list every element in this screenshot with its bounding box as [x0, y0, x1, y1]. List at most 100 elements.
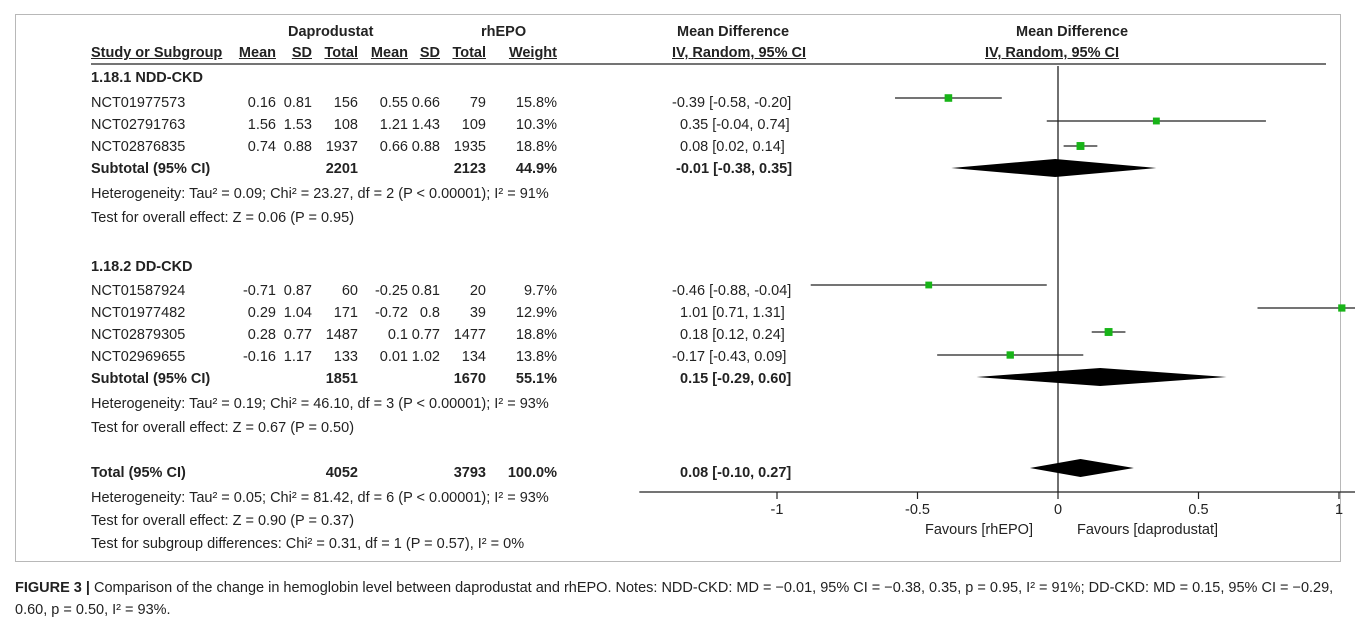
favours-daprodustat-label: Favours [daprodustat]	[1077, 522, 1219, 538]
study-name: NCT01587924	[91, 283, 186, 299]
md-ci: 0.08 [0.02, 0.14]	[680, 139, 785, 155]
subgroup-differences-text: Test for subgroup differences: Chi² = 0.…	[91, 536, 525, 552]
header-rhepo: rhEPO	[481, 24, 527, 40]
study-marker	[1006, 351, 1014, 359]
subtotal-epo-total: 2123	[453, 161, 486, 177]
weight: 18.8%	[515, 327, 557, 343]
total-overall-effect-text: Test for overall effect: Z = 0.90 (P = 0…	[91, 513, 355, 529]
dap-sd: 0.81	[283, 95, 312, 111]
subtotal-weight: 44.9%	[515, 161, 557, 177]
summary-diamond	[951, 159, 1157, 177]
md-ci: -0.39 [-0.58, -0.20]	[672, 95, 792, 111]
heterogeneity-text: Heterogeneity: Tau² = 0.19; Chi² = 46.10…	[91, 396, 549, 412]
header-mean-dap: Mean	[238, 45, 276, 61]
figure-frame	[15, 14, 1341, 562]
header-mean-epo: Mean	[370, 45, 408, 61]
study-name: NCT02969655	[91, 349, 186, 365]
dap-total: 133	[333, 349, 358, 365]
epo-total: 79	[469, 95, 486, 111]
header-ci: IV, Random, 95% CI	[672, 45, 807, 61]
header-sd-epo: SD	[419, 45, 440, 61]
study-marker	[1076, 142, 1085, 150]
weight: 12.9%	[515, 305, 557, 321]
summary-diamond	[976, 368, 1227, 386]
study-name: NCT02879305	[91, 327, 186, 343]
header-total-dap: Total	[324, 45, 358, 61]
epo-total: 1935	[453, 139, 486, 155]
dap-total: 1937	[325, 139, 358, 155]
md-ci: 0.35 [-0.04, 0.74]	[680, 117, 790, 133]
epo-mean: 1.21	[379, 117, 408, 133]
favours-rhepo-label: Favours [rhEPO]	[925, 522, 1033, 538]
header-mean-difference: Mean Difference	[677, 24, 790, 40]
study-name: NCT01977482	[91, 305, 186, 321]
epo-sd: 0.81	[411, 283, 440, 299]
subtotal-dap-total: 1851	[325, 371, 358, 387]
epo-total: 109	[461, 117, 486, 133]
dap-mean: -0.71	[242, 283, 276, 299]
dap-sd: 0.77	[283, 327, 312, 343]
total-heterogeneity-text: Heterogeneity: Tau² = 0.05; Chi² = 81.42…	[91, 490, 549, 506]
dap-mean: -0.16	[242, 349, 276, 365]
epo-sd: 0.88	[411, 139, 440, 155]
x-tick-label: -0.5	[905, 502, 930, 518]
dap-total: 156	[333, 95, 358, 111]
forest-plot: -1 -0.5 0 0.5 1	[91, 63, 1355, 518]
dap-sd: 1.04	[283, 305, 312, 321]
subtotal-label: Subtotal (95% CI)	[91, 161, 211, 177]
study-marker	[1152, 117, 1160, 125]
x-tick-label: 0	[1054, 502, 1062, 518]
epo-mean: -0.25	[374, 283, 408, 299]
subtotal-dap-total: 2201	[325, 161, 358, 177]
weight: 10.3%	[515, 117, 557, 133]
dap-sd: 0.88	[283, 139, 312, 155]
weight: 13.8%	[515, 349, 557, 365]
epo-total: 20	[469, 283, 486, 299]
study-marker	[1104, 328, 1113, 336]
subtotal-weight: 55.1%	[515, 371, 557, 387]
epo-sd: 1.02	[411, 349, 440, 365]
figure-caption: FIGURE 3 | Comparison of the change in h…	[15, 577, 1335, 621]
x-tick-label: 0.5	[1188, 502, 1208, 518]
overall-effect-text: Test for overall effect: Z = 0.67 (P = 0…	[91, 420, 355, 436]
md-ci: -0.17 [-0.43, 0.09]	[672, 349, 787, 365]
subtotal-ci: 0.15 [-0.29, 0.60]	[680, 371, 792, 387]
epo-total: 39	[469, 305, 486, 321]
total-ci: 0.08 [-0.10, 0.27]	[680, 465, 792, 481]
header-weight: Weight	[508, 45, 557, 61]
epo-total: 1477	[453, 327, 486, 343]
total-epo-total: 3793	[453, 465, 486, 481]
study-marker	[1338, 304, 1346, 312]
subtotal-label: Subtotal (95% CI)	[91, 371, 211, 387]
dap-sd: 1.17	[283, 349, 312, 365]
epo-sd: 1.43	[411, 117, 440, 133]
epo-sd: 0.66	[411, 95, 440, 111]
epo-mean: 0.55	[379, 95, 408, 111]
header-ci-plot: IV, Random, 95% CI	[985, 45, 1120, 61]
summary-diamond	[1029, 459, 1134, 477]
header-daprodustat: Daprodustat	[288, 24, 374, 40]
study-name: NCT02876835	[91, 139, 186, 155]
dap-mean: 0.29	[247, 305, 276, 321]
study-name: NCT02791763	[91, 117, 186, 133]
md-ci: 0.18 [0.12, 0.24]	[680, 327, 785, 343]
weight: 15.8%	[515, 95, 557, 111]
study-marker	[944, 94, 953, 102]
subtotal-epo-total: 1670	[453, 371, 486, 387]
dap-total: 1487	[325, 327, 358, 343]
dap-mean: 0.16	[247, 95, 276, 111]
header-study: Study or Subgroup	[91, 45, 223, 61]
dap-sd: 1.53	[283, 117, 312, 133]
caption-text: Comparison of the change in hemoglobin l…	[15, 580, 1334, 618]
overall-effect-text: Test for overall effect: Z = 0.06 (P = 0…	[91, 210, 355, 226]
dap-total: 60	[341, 283, 358, 299]
header-total-epo: Total	[452, 45, 486, 61]
study-marker	[925, 281, 933, 289]
dap-total: 171	[333, 305, 358, 321]
total-label: Total (95% CI)	[91, 465, 186, 481]
dap-mean: 1.56	[247, 117, 276, 133]
x-tick-label: -1	[771, 502, 784, 518]
weight: 9.7%	[523, 283, 557, 299]
total-dap-total: 4052	[325, 465, 358, 481]
header-sd-dap: SD	[291, 45, 312, 61]
